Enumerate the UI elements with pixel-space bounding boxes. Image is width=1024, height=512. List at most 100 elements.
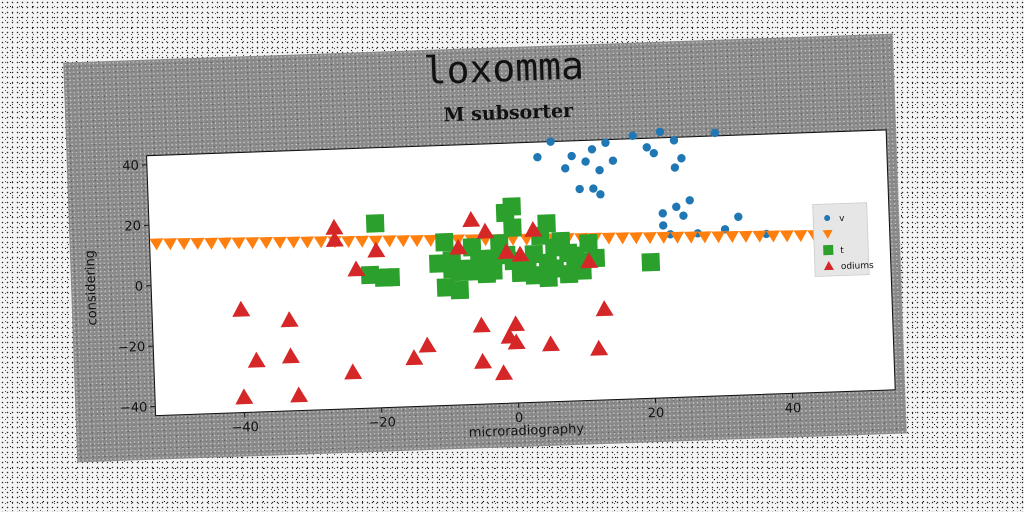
data-point-series-2 [396,235,411,248]
data-point-series-2 [423,234,438,247]
data-point-series-4 [595,300,614,317]
data-point-series-4 [511,245,530,262]
data-point-series-2 [245,237,260,250]
data-point-series-2 [642,231,657,245]
y-tick-label: 0 [135,279,144,294]
data-point-series-2 [738,230,753,243]
data-point-series-2 [629,232,644,245]
data-point-series-3 [537,214,556,233]
data-point-series-2 [409,234,424,248]
data-point-series-2 [341,235,356,248]
data-point-series-2 [656,231,671,244]
data-point-series-2 [697,231,712,244]
legend-marker [822,229,833,240]
legend-label: t [840,246,844,256]
data-point-series-1 [649,148,659,158]
data-point-series-4 [507,333,526,350]
data-point-series-2 [190,237,205,250]
x-tick-label: 40 [784,401,801,417]
y-tick-label: 20 [124,219,141,235]
data-point-series-4 [418,336,437,353]
data-point-series-2 [779,230,794,243]
data-point-series-2 [272,236,287,249]
data-point-series-4 [507,315,526,332]
y-tick-label: −20 [118,340,146,356]
data-point-series-4 [405,349,424,366]
data-point-series-3 [502,197,522,216]
data-point-series-1 [601,138,610,147]
y-axis-label: considering [83,250,101,326]
data-point-series-2 [752,230,767,243]
legend-label: odiums [841,261,875,272]
data-point-series-2 [615,232,630,245]
legend-label: v [839,214,845,224]
y-axis-ticks: −40 −20 0 20 40 [118,159,156,416]
data-point-series-2 [300,236,315,249]
data-point-series-1 [546,137,555,146]
legend-box [812,202,870,277]
data-point-series-2 [313,236,328,249]
data-point-series-1 [608,156,618,165]
data-point-series-1 [655,127,665,136]
data-point-series-2 [368,235,383,248]
data-point-series-2 [766,230,781,243]
data-point-series-1 [628,131,637,140]
data-point-series-4 [476,222,495,239]
data-point-series-1 [658,209,667,218]
data-point-series-3 [435,232,454,252]
data-point-series-2 [601,232,616,245]
data-point-series-2 [670,231,685,244]
data-point-series-1 [677,154,686,163]
legend-entry: v [824,214,845,224]
legend-marker [823,244,834,256]
data-point-series-4 [495,364,514,381]
data-point-series-3 [544,238,564,257]
data-point-series-1 [734,212,743,221]
data-point-series-1 [672,202,681,212]
data-point-series-4 [325,230,344,248]
data-point-series-2 [204,237,219,250]
chart-figure: loxomma M subsorter −40 −20 0 20 40 −40 −20 0 2… [63,33,907,463]
data-point-series-3 [503,218,522,237]
data-point-series-4 [590,339,609,356]
data-point-series-2 [231,237,246,250]
data-point-series-1 [595,165,604,175]
data-point-series-1 [581,157,590,166]
data-point-series-4 [281,347,300,364]
data-point-series-4 [542,335,561,352]
data-point-series-4 [280,311,299,328]
data-point-series-2 [149,238,164,251]
x-tick-label: −40 [231,420,259,436]
x-axis-label: microradiography [469,422,585,441]
data-point-series-4 [247,351,266,368]
chart-title: M subsorter [443,100,574,127]
data-point-series-2 [217,237,232,250]
data-point-series-1 [561,164,570,173]
data-point-series-1 [659,221,668,230]
data-point-series-4 [580,252,599,269]
y-tick-label: 40 [122,159,139,175]
legend-marker [823,261,834,271]
legend-entry: odiums [823,261,875,272]
data-point-series-1 [589,184,598,193]
plot-marks [149,127,849,405]
legend-entry [822,229,833,240]
data-point-series-2 [176,237,191,251]
data-point-series-3 [566,258,585,278]
data-point-series-2 [793,230,808,243]
data-point-series-3 [365,214,385,233]
chart-suptitle: loxomma [423,43,585,93]
data-point-series-2 [163,238,178,251]
data-point-series-1 [685,196,694,205]
data-point-series-4 [347,260,366,277]
data-point-series-1 [669,136,679,145]
data-point-series-3 [641,252,661,272]
data-point-series-2 [724,230,739,244]
scatter-chart: loxomma M subsorter −40 −20 0 20 40 −40 −20 0 2… [83,43,896,441]
data-point-series-2 [286,236,301,249]
x-tick-label: 0 [515,411,524,426]
data-point-series-2 [258,236,273,250]
data-point-series-3 [450,280,470,300]
data-point-series-4 [462,211,481,228]
x-tick-label: 20 [648,406,665,422]
